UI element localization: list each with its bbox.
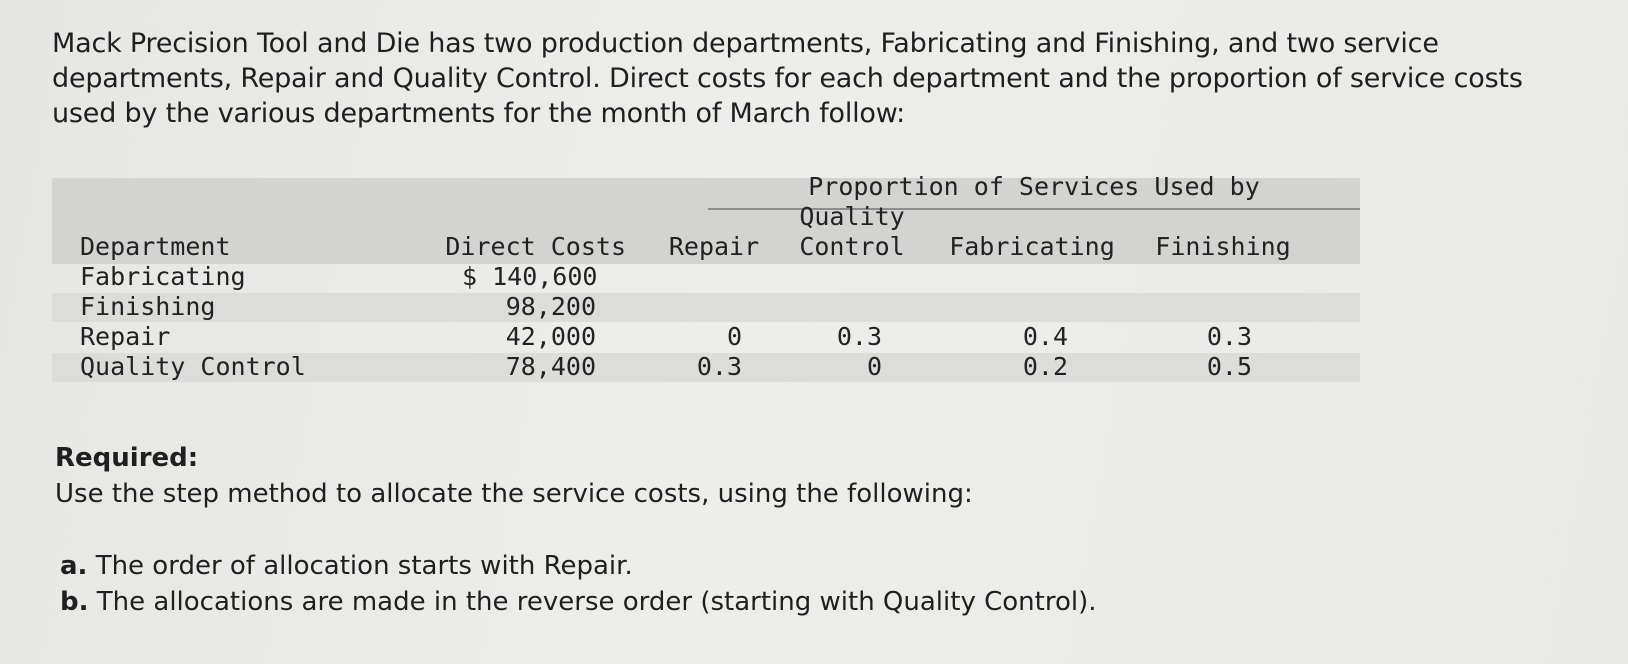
item-b-text: The allocations are made in the reverse …: [96, 587, 1097, 617]
row-fabricating-direct-costs: $ 140,600: [462, 262, 598, 291]
row-qc-finishing: 0.5: [1206, 352, 1252, 381]
row-band-finishing: [52, 293, 1360, 322]
header-band: [52, 178, 1360, 264]
problem-intro: Mack Precision Tool and Die has two prod…: [52, 28, 1523, 129]
header-qc-line1: Quality: [799, 202, 905, 231]
row-repair-fabricating: 0.4: [1022, 322, 1068, 351]
item-b-marker: b.: [60, 587, 89, 617]
group-header-rule: [708, 208, 1360, 210]
row-repair-repair: 0: [726, 322, 742, 351]
row-qc-direct-costs: 78,400: [505, 352, 596, 381]
header-qc-line2: Control: [799, 232, 905, 261]
required-items: a. The order of allocation starts with R…: [60, 548, 1097, 620]
row-repair-department: Repair: [80, 322, 171, 351]
item-a-marker: a.: [60, 551, 88, 581]
header-finishing: Finishing: [1155, 232, 1291, 261]
row-qc-department: Quality Control: [80, 352, 306, 381]
row-repair-direct-costs: 42,000: [505, 322, 596, 351]
item-a: a. The order of allocation starts with R…: [60, 548, 1097, 584]
row-finishing-direct-costs: 98,200: [505, 292, 596, 321]
item-a-text: The order of allocation starts with Repa…: [95, 551, 633, 581]
header-department: Department: [80, 232, 231, 261]
row-qc-qc: 0: [866, 352, 882, 381]
row-repair-qc: 0.3: [836, 322, 882, 351]
row-qc-repair: 0.3: [696, 352, 742, 381]
item-b: b. The allocations are made in the rever…: [60, 584, 1097, 620]
row-qc-fabricating: 0.2: [1022, 352, 1068, 381]
header-repair: Repair: [668, 232, 760, 261]
required-section: Required: Use the step method to allocat…: [55, 440, 973, 512]
group-header: Proportion of Services Used by: [808, 172, 1260, 201]
required-label: Required:: [55, 443, 199, 473]
header-fabricating: Fabricating: [949, 232, 1115, 261]
row-repair-finishing: 0.3: [1206, 322, 1252, 351]
row-band-qc: [52, 353, 1360, 382]
header-direct-costs: Direct Costs: [445, 232, 626, 261]
row-finishing-department: Finishing: [80, 292, 216, 321]
required-text: Use the step method to allocate the serv…: [55, 479, 973, 509]
row-fabricating-department: Fabricating: [80, 262, 246, 291]
